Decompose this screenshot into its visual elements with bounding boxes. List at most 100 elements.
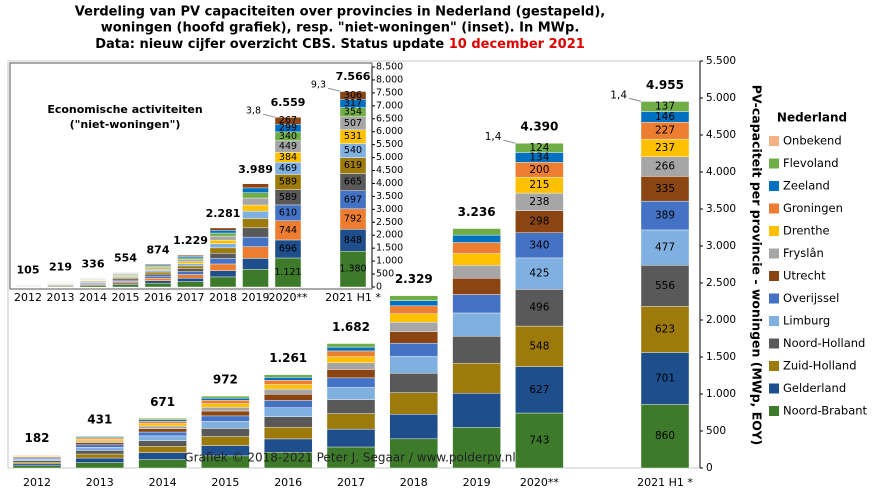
- data-label: 627: [529, 384, 549, 396]
- bar-segment: [242, 269, 269, 288]
- data-label: 623: [655, 323, 675, 335]
- legend-label: Groningen: [783, 201, 843, 215]
- bar-segment: [138, 418, 187, 420]
- bar-segment: [452, 253, 501, 266]
- total-label: 2.281: [206, 207, 241, 220]
- legend-swatch: [769, 293, 779, 304]
- bar-segment: [201, 415, 250, 422]
- bar-segment: [389, 313, 438, 323]
- y-tick-label: 5.000: [706, 92, 736, 104]
- data-label: 215: [529, 179, 549, 191]
- bar-segment: [75, 453, 125, 459]
- x-tick-label: 2019: [242, 291, 270, 304]
- y-tick-label: 6.500: [376, 113, 403, 124]
- bar-segment: [12, 461, 62, 465]
- data-label: 556: [655, 280, 675, 292]
- bar-segment: [264, 374, 313, 378]
- bar-segment: [452, 228, 501, 236]
- y-tick-label: 0: [706, 462, 713, 474]
- legend-label: Zeeland: [783, 179, 830, 193]
- total-label: 2.329: [395, 272, 433, 286]
- bar-segment: [326, 413, 376, 430]
- data-label: 354: [344, 107, 362, 118]
- bar-segment: [209, 263, 237, 271]
- bar-segment: [144, 270, 172, 273]
- bar-segment: [201, 397, 250, 401]
- legend-swatch: [769, 181, 779, 191]
- title-highlight: 10 december 2021: [449, 37, 585, 52]
- legend-label: Utrecht: [783, 269, 826, 283]
- data-label: 227: [655, 125, 675, 137]
- bar-segment: [75, 457, 125, 463]
- y-tick-label: 2.000: [376, 230, 403, 241]
- data-label: 200: [529, 164, 549, 176]
- leader-line: [262, 113, 276, 118]
- data-label: 860: [655, 430, 675, 442]
- y-tick-label: 4.500: [376, 165, 403, 176]
- data-label: 1,4: [610, 89, 627, 101]
- total-label: 7.566: [336, 70, 371, 83]
- bar-segment: [209, 235, 237, 241]
- bar-segment: [242, 187, 269, 193]
- legend-label: Drenthe: [783, 224, 830, 238]
- total-label: 219: [49, 260, 72, 273]
- y-tick-label: 500: [376, 269, 394, 280]
- y-tick-label: 5.500: [706, 55, 736, 67]
- x-tick-label: 2021 H1 *: [637, 476, 693, 489]
- x-tick-label: 2018: [209, 291, 237, 304]
- bar-segment: [326, 350, 376, 357]
- data-label: 389: [655, 210, 675, 222]
- bar-segment: [112, 284, 139, 288]
- bar-segment: [242, 204, 269, 212]
- bar-segment: [177, 274, 204, 279]
- bar-segment: [389, 305, 438, 314]
- bar-segment: [79, 285, 107, 288]
- bar-segment: [640, 404, 690, 469]
- bar-segment: [242, 183, 269, 189]
- bars: [12, 101, 690, 469]
- leader-line: [628, 97, 642, 102]
- x-tick-label: 2014: [79, 291, 107, 304]
- bar-segment: [75, 435, 125, 438]
- bar-segment: [177, 263, 204, 267]
- legend-label: Noord-Brabant: [783, 404, 868, 418]
- inset-frame: [9, 62, 373, 290]
- bar-segment: [177, 278, 204, 282]
- data-label: 124: [529, 142, 549, 154]
- x-tick-label: 2013: [47, 291, 75, 304]
- legend-swatch: [769, 406, 779, 416]
- data-label: 266: [655, 161, 675, 173]
- bar-segment: [138, 423, 187, 427]
- bar-segment: [209, 243, 237, 249]
- bar-segment: [389, 322, 438, 332]
- y-tick-label: 1.000: [706, 388, 736, 400]
- bar-segment: [326, 343, 376, 348]
- bar-segment: [177, 259, 204, 262]
- bar-segment: [177, 256, 204, 259]
- bar-segment: [177, 261, 204, 264]
- data-label: 496: [529, 302, 549, 314]
- bar-segment: [201, 428, 250, 437]
- y-tick-label: 3.500: [706, 203, 736, 215]
- legend-label: Fryslân: [783, 246, 824, 260]
- data-label: 477: [655, 242, 675, 254]
- bar-segment: [201, 395, 250, 399]
- bar-segment: [177, 271, 204, 275]
- y-tick-label: 3.500: [376, 191, 403, 202]
- legend-label: Onbekend: [783, 134, 842, 148]
- total-label: 1.261: [269, 351, 307, 365]
- total-label: 874: [147, 243, 170, 256]
- bar-segment: [452, 363, 501, 394]
- data-label: 696: [279, 243, 297, 254]
- x-tick-label: 2021 H1 *: [325, 291, 381, 304]
- data-label: 298: [529, 216, 549, 228]
- bar-segment: [389, 300, 438, 307]
- bar-segment: [75, 439, 125, 442]
- total-label: 671: [150, 395, 175, 409]
- bar-segment: [138, 421, 187, 424]
- bar-segment: [177, 265, 204, 269]
- bar-segment: [242, 236, 269, 247]
- legend-swatch: [769, 158, 779, 169]
- data-label: 384: [279, 152, 297, 163]
